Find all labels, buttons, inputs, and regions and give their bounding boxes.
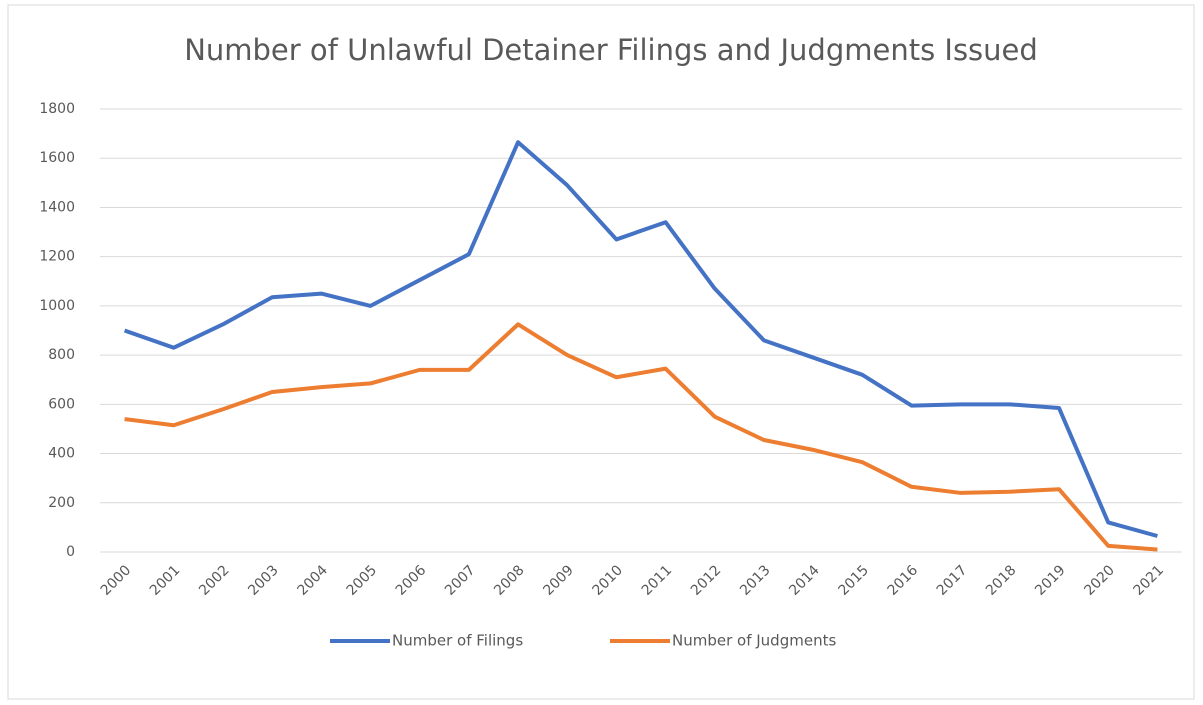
y-tick-label: 200 xyxy=(48,495,75,511)
y-tick-label: 400 xyxy=(48,446,75,462)
y-tick-label: 600 xyxy=(48,396,75,412)
legend-label: Number of Judgments xyxy=(672,632,836,650)
chart-frame xyxy=(7,4,1195,700)
y-tick-label: 1600 xyxy=(39,150,75,166)
y-tick-label: 0 xyxy=(66,544,75,560)
series-line xyxy=(124,322,1158,552)
series-line xyxy=(123,140,1158,538)
y-tick-label: 1400 xyxy=(39,199,75,215)
y-tick-label: 800 xyxy=(48,347,75,363)
y-tick-label: 1800 xyxy=(39,101,75,117)
legend-label: Number of Filings xyxy=(392,632,523,650)
y-tick-label: 1200 xyxy=(39,249,75,265)
chart-title: Number of Unlawful Detainer Filings and … xyxy=(184,33,1038,67)
y-tick-label: 1000 xyxy=(39,298,75,314)
